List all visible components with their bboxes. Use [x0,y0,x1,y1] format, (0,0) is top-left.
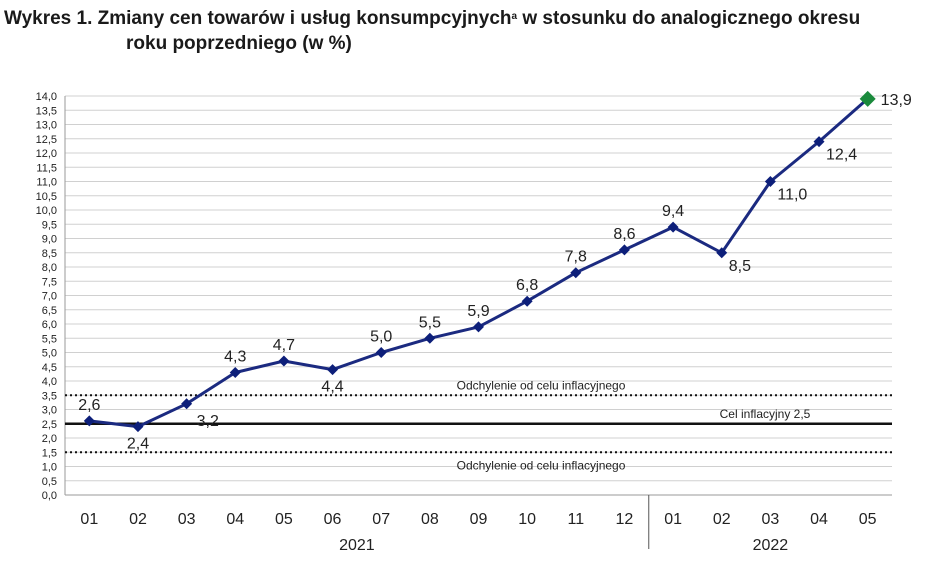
data-point-marker [83,415,95,427]
x-tick-label: 10 [518,511,536,528]
reference-line-label: Odchylenie od celu inflacyjnego [457,378,626,392]
data-label: 6,8 [516,277,538,294]
data-label: 3,2 [197,413,219,430]
data-label: 12,4 [826,147,857,164]
year-label: 2021 [339,537,375,554]
data-point-marker [859,90,876,107]
y-tick-label: 13,0 [36,120,57,132]
data-point-marker [132,421,144,433]
data-label: 8,5 [729,258,751,275]
x-tick-label: 09 [470,511,488,528]
data-point-marker [618,244,630,256]
x-tick-label: 04 [226,511,244,528]
y-tick-label: 14,0 [36,91,57,103]
data-point-marker [278,355,290,367]
y-tick-label: 11,0 [36,177,57,189]
data-label: 11,0 [777,187,807,204]
x-tick-label: 06 [324,511,342,528]
y-tick-label: 3,0 [42,405,57,417]
y-tick-label: 13,5 [36,105,57,117]
x-tick-label: 05 [859,511,877,528]
y-tick-label: 9,5 [42,219,57,231]
data-label: 4,4 [321,379,343,396]
data-label: 5,5 [419,314,441,331]
data-label: 4,7 [273,337,295,354]
data-label: 7,8 [565,249,587,266]
data-label: 8,6 [613,226,635,243]
y-tick-label: 6,0 [42,319,57,331]
data-label: 2,4 [127,436,149,453]
y-tick-label: 7,0 [42,291,57,303]
y-tick-label: 0,5 [42,476,57,488]
y-tick-label: 1,5 [42,447,57,459]
x-tick-label: 07 [372,511,390,528]
x-tick-label: 03 [178,511,196,528]
chart-title: Wykres 1. Zmiany cen towarów i usług kon… [4,6,934,56]
reference-line-label: Cel inflacyjny 2,5 [720,407,811,421]
data-label: 5,0 [370,329,392,346]
y-tick-label: 4,0 [42,376,57,388]
data-point-marker [667,221,679,233]
y-tick-label: 3,5 [42,390,57,402]
data-point-marker [473,321,484,333]
data-label: 2,6 [78,397,100,414]
data-label: 13,9 [881,92,912,109]
y-tick-label: 9,0 [42,234,57,246]
data-point-marker [181,398,193,410]
x-tick-label: 05 [275,511,293,528]
title-footnote-marker: a [511,11,518,22]
y-tick-label: 7,5 [42,276,57,288]
data-point-marker [764,176,776,187]
title-line-1: Wykres 1. Zmiany cen towarów i usług kon… [4,8,861,29]
y-tick-label: 10,0 [36,205,57,217]
data-point-marker [716,247,728,259]
year-label: 2022 [753,537,789,554]
data-point-marker [521,295,533,307]
title-line-2: roku poprzedniego (w %) [126,33,352,54]
x-tick-label: 01 [80,511,98,528]
x-tick-label: 08 [421,511,439,528]
data-point-marker [813,136,825,148]
y-tick-label: 10,5 [36,191,57,203]
y-tick-label: 1,0 [42,462,57,474]
data-point-marker [229,366,241,378]
x-tick-label: 12 [616,511,634,528]
x-tick-label: 01 [664,511,682,528]
x-tick-label: 02 [129,511,147,528]
y-tick-label: 2,5 [42,419,57,431]
y-tick-label: 0,0 [42,490,57,502]
data-point-marker [327,364,339,376]
x-tick-label: 11 [567,511,584,528]
data-point-marker [375,347,387,358]
data-label: 5,9 [467,303,489,320]
data-label: 4,3 [224,348,246,365]
data-label: 9,4 [662,203,684,220]
y-tick-label: 4,5 [42,362,57,374]
data-point-marker [570,267,582,279]
y-tick-label: 8,5 [42,248,57,260]
y-tick-label: 5,0 [42,348,57,360]
y-tick-label: 6,5 [42,305,57,317]
y-tick-label: 2,0 [42,433,57,445]
x-tick-label: 02 [713,511,731,528]
y-tick-label: 8,0 [42,262,57,274]
reference-line-label: Odchylenie od celu inflacyjnego [457,458,626,472]
y-tick-label: 12,5 [36,134,57,146]
y-tick-label: 5,5 [42,333,57,345]
y-tick-label: 11,5 [36,162,57,174]
y-tick-label: 12,0 [36,148,57,160]
x-tick-label: 03 [761,511,779,528]
x-tick-label: 04 [810,511,828,528]
data-point-marker [424,332,436,344]
